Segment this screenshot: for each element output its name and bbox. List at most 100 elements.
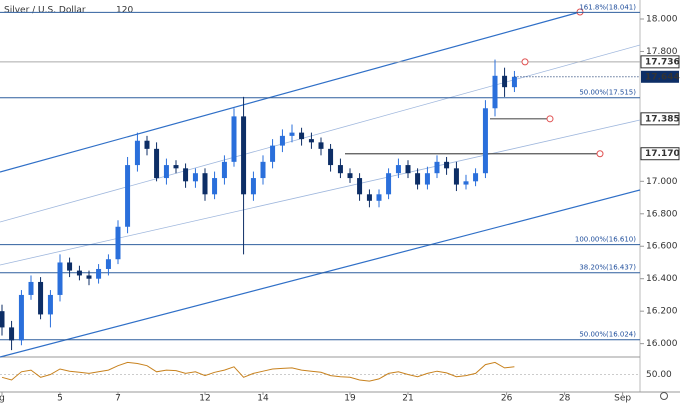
gear — [660, 392, 668, 400]
candle-body — [154, 148, 160, 179]
candle-body — [434, 161, 440, 174]
candle-body — [376, 194, 382, 201]
candle-body — [318, 142, 324, 149]
interval: 120 — [116, 6, 133, 16]
candle-body — [405, 165, 411, 174]
candle-body — [463, 181, 469, 185]
candle-body — [453, 168, 459, 185]
candle-body — [279, 135, 285, 146]
y-tick-label: 16.000 — [646, 339, 678, 349]
candle-body — [386, 173, 392, 195]
price-line-anchor — [521, 58, 529, 66]
candle-body — [241, 116, 247, 195]
candle-body — [289, 132, 295, 136]
fib-level-label: 50.00%(17.515) — [579, 89, 636, 97]
rsi-line — [1, 361, 515, 382]
candle-body — [28, 281, 34, 295]
candle-body — [105, 259, 111, 269]
candle-body — [347, 173, 353, 179]
channel-lower — [0, 189, 641, 358]
candle-body — [502, 75, 508, 88]
price-box — [640, 147, 680, 161]
candle-body — [250, 178, 256, 195]
candle-body — [260, 161, 266, 179]
y-tick-label: 18.000 — [646, 14, 678, 24]
candle-body — [492, 75, 498, 109]
candle-body — [183, 168, 189, 182]
candle-body — [115, 226, 121, 260]
candle-body — [0, 311, 5, 328]
candle-body — [57, 262, 63, 295]
candle-body — [125, 165, 131, 227]
candle-body — [9, 327, 15, 341]
last-price-label: 17.644 — [645, 72, 680, 82]
y-tick-label: 17.000 — [646, 177, 678, 187]
candle-body — [337, 165, 343, 174]
candle-body — [192, 173, 198, 182]
price-line-anchor — [546, 115, 554, 123]
fib-level-label: 50.00%(16.024) — [579, 331, 636, 339]
candle-body — [444, 161, 450, 169]
candle-body — [395, 165, 401, 174]
price-box-label: 17.736 — [645, 57, 680, 67]
x-tick-label: g — [0, 394, 5, 404]
x-tick-label: 14 — [257, 394, 269, 404]
price-box — [640, 55, 680, 69]
candle-body — [231, 116, 237, 162]
channel-mid — [0, 44, 641, 223]
settings-icon[interactable] — [660, 392, 668, 400]
candle-body — [86, 275, 92, 279]
y-tick-label: 16.200 — [646, 307, 678, 317]
candle-body — [96, 268, 102, 279]
price-box-label: 17.385 — [645, 114, 680, 124]
candle-body — [47, 294, 53, 315]
fib-level-label: 100.00%(16.610) — [575, 236, 636, 244]
y-tick-label: 16.400 — [646, 274, 678, 284]
x-tick-label: 12 — [199, 394, 210, 404]
candle-body — [144, 140, 150, 149]
channel-upper — [0, 11, 581, 173]
candle-body — [67, 262, 73, 271]
y-tick-label: 16.800 — [646, 209, 678, 219]
candle-body — [221, 161, 227, 179]
candle-body — [163, 165, 169, 179]
candle-body — [212, 178, 218, 195]
price-line-anchor — [596, 150, 604, 158]
candle-body — [482, 108, 488, 174]
fib-level-label: 38.20%(16.437) — [579, 264, 636, 272]
fib-level-label: 161.8%(18.041) — [579, 3, 636, 11]
candle-body — [18, 294, 24, 341]
candle-body — [328, 148, 334, 166]
candle-body — [38, 281, 44, 315]
candle-body — [366, 194, 372, 201]
candle-body — [473, 173, 479, 182]
price-box — [640, 112, 680, 126]
candle-body — [134, 140, 140, 166]
x-tick-label: 26 — [501, 394, 513, 404]
x-tick-label: Sep — [614, 394, 631, 404]
x-tick-label: 19 — [344, 394, 356, 404]
title-group: Silver / U.S. Dollar 120 — [4, 6, 133, 16]
chart-title: Silver / U.S. Dollar — [4, 6, 86, 16]
candle-body — [357, 178, 363, 195]
candle-body — [299, 132, 305, 140]
channel-mid — [0, 119, 641, 266]
candle-body — [270, 145, 276, 162]
candle-body — [202, 173, 208, 195]
candle-body — [424, 173, 430, 185]
x-tick-label: 7 — [115, 394, 121, 404]
x-tick-label: 5 — [57, 394, 63, 404]
rsi-tick-label: 50.00 — [646, 370, 672, 380]
last-price-box — [641, 70, 679, 83]
candle-body — [76, 270, 82, 276]
price-box-label: 17.170 — [645, 149, 680, 159]
x-tick-label: 21 — [402, 394, 413, 404]
candle-body — [173, 165, 179, 169]
y-tick-label: 16.600 — [646, 242, 678, 252]
candle-body — [308, 139, 314, 143]
candle-body — [415, 173, 421, 185]
y-tick-label: 17.800 — [646, 47, 678, 57]
candle-body — [511, 76, 517, 88]
x-tick-label: 28 — [559, 394, 571, 404]
